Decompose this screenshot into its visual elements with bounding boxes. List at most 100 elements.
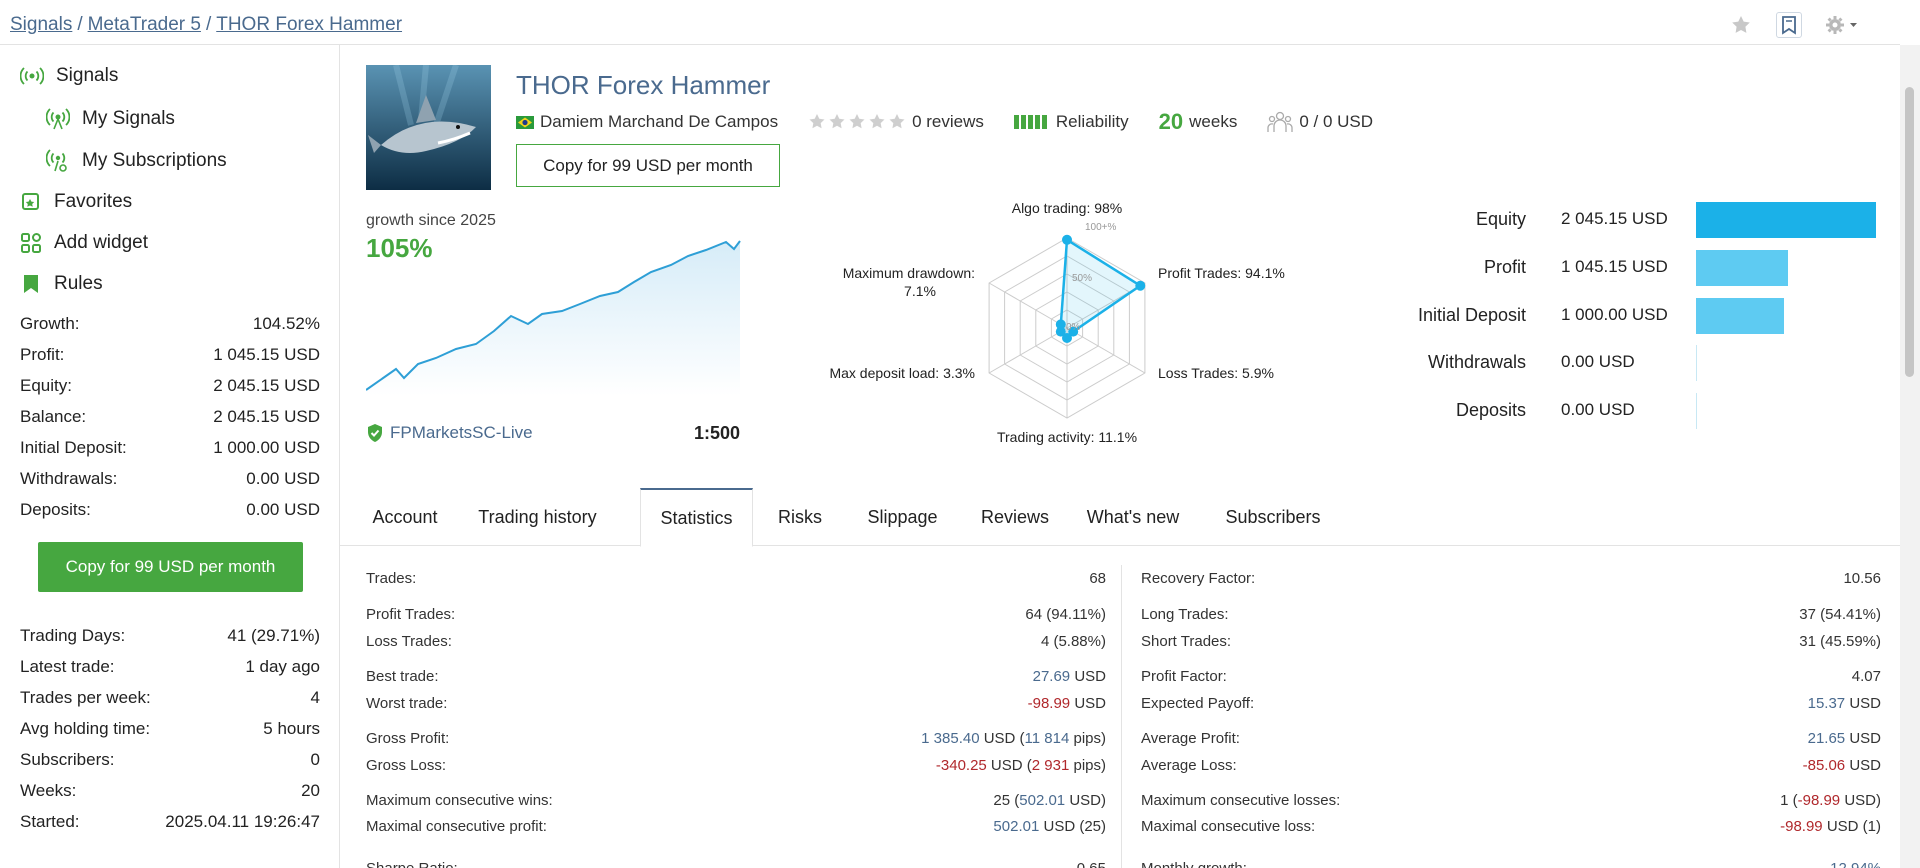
breadcrumb-signal[interactable]: THOR Forex Hammer — [216, 14, 403, 35]
growth-value: 105% — [366, 233, 433, 263]
equity-bar[interactable] — [1696, 393, 1697, 429]
stat-row: Withdrawals: 0.00 USD — [20, 463, 320, 494]
statistics-value-part: 68 — [1089, 570, 1106, 587]
tab-reviews[interactable]: Reviews — [980, 506, 1050, 527]
scale-50: 50% — [1072, 273, 1092, 284]
equity-bar-row: Deposits 0.00 USD — [1380, 391, 1880, 429]
statistics-value-part: 10.56 — [1843, 570, 1881, 587]
tab-subscribers[interactable]: Subscribers — [1225, 506, 1321, 527]
sidebar-item-signals[interactable]: Signals — [20, 65, 118, 87]
subscribers-summary: 0 / 0 USD — [1267, 110, 1373, 134]
sidebar-item-my-signals[interactable]: My Signals — [46, 107, 175, 131]
author[interactable]: Damiem Marchand De Campos — [516, 112, 778, 132]
stat-label: Started: — [20, 811, 80, 831]
stat-value: 2025.04.11 19:26:47 — [165, 811, 320, 831]
copy-header-button[interactable]: Copy for 99 USD per month — [516, 144, 780, 187]
statistics-value-part: 27.69 — [1032, 668, 1071, 685]
tab-risks[interactable]: Risks — [778, 506, 822, 527]
tab-trading-history[interactable]: Trading history — [478, 506, 597, 527]
statistics-row: Worst trade: -98.99 USD — [366, 695, 1106, 712]
equity-bar[interactable] — [1696, 298, 1784, 334]
radar-label-loss: Loss Trades: 5.9% — [1158, 365, 1274, 381]
top-icons — [1728, 12, 1860, 38]
statistics-label: Trades: — [366, 570, 417, 587]
breadcrumb-signals[interactable]: Signals — [10, 14, 73, 35]
statistics-value: 21.65 USD — [1808, 730, 1881, 747]
bookmark-icon[interactable] — [1776, 12, 1802, 38]
radar-axis — [988, 282, 1068, 329]
signal-title[interactable]: THOR Forex Hammer — [516, 70, 771, 100]
statistics-value: 4 (5.88%) — [1041, 633, 1106, 650]
vertical-scrollbar[interactable] — [1900, 45, 1920, 868]
statistics-value: 27.69 USD — [1033, 668, 1106, 685]
stat-label: Latest trade: — [20, 656, 115, 676]
stat-label: Weeks: — [20, 780, 77, 800]
signal-icon — [46, 108, 70, 130]
radar-point-loss — [1068, 326, 1079, 337]
statistics-label: Average Loss: — [1141, 757, 1237, 774]
broker-name: FPMarketsSC-Live — [390, 423, 533, 442]
stat-value: 0.00 USD — [246, 468, 320, 488]
statistics-label: Profit Trades: — [366, 606, 456, 623]
equity-bar[interactable] — [1696, 202, 1876, 238]
statistics-value-part: 1 385.40 — [921, 730, 980, 747]
statistics-value-part: 4 (5.88%) — [1040, 633, 1106, 650]
statistics-value: 68 — [1089, 570, 1106, 587]
radar-point-profit — [1135, 280, 1146, 291]
statistics-value-part: USD — [1845, 695, 1881, 712]
statistics-value: -340.25 USD (2 931 pips) — [936, 757, 1106, 774]
statistics-value-part: USD ( — [979, 730, 1025, 747]
statistics-value-part: 12.94% — [1830, 860, 1881, 868]
equity-bar[interactable] — [1696, 345, 1697, 381]
tab-whats-new[interactable]: What's new — [1086, 506, 1180, 527]
statistics-value-part: 0.65 — [1077, 860, 1106, 868]
statistics-value-part: 15.37 — [1807, 695, 1846, 712]
weeks-number: 20 — [1158, 109, 1184, 134]
stat-label: Subscribers: — [20, 749, 115, 769]
copy-signal-button[interactable]: Copy for 99 USD per month — [38, 542, 303, 592]
statistics-value-part: 4.07 — [1851, 668, 1881, 685]
broker[interactable]: FPMarketsSC-Live — [366, 423, 533, 443]
rating[interactable]: 0 reviews — [808, 112, 984, 132]
star-icon[interactable] — [1728, 12, 1754, 38]
tab-account[interactable]: Account — [372, 506, 438, 527]
stat-value: 1 000.00 USD — [213, 437, 320, 457]
gear-icon[interactable] — [1824, 12, 1860, 38]
sidebar-item-favorites[interactable]: Favorites — [20, 191, 132, 213]
statistics-value: -98.99 USD — [1028, 695, 1106, 712]
stat-value: 41 (29.71%) — [227, 625, 320, 645]
equity-bar-label: Profit — [1483, 257, 1526, 277]
sidebar-stats-extra: Trading Days: 41 (29.71%) Latest trade: 1 … — [20, 620, 320, 837]
equity-bar[interactable] — [1696, 250, 1788, 286]
sidebar: Signals My Signals My Subscriptions Favo… — [0, 45, 340, 868]
stat-value: 5 hours — [263, 718, 320, 738]
statistics-label: Best trade: — [366, 668, 439, 685]
stat-label: Growth: — [20, 313, 80, 333]
breadcrumb-metatrader[interactable]: MetaTrader 5 — [87, 14, 201, 35]
statistics-value-part: USD) — [1065, 792, 1106, 809]
brazil-flag-icon — [516, 115, 534, 129]
scrollbar-thumb[interactable] — [1905, 87, 1914, 377]
tab-slippage[interactable]: Slippage — [867, 506, 938, 527]
sidebar-item-add-widget[interactable]: Add widget — [20, 232, 148, 254]
radar-label-drawdown: Maximum drawdown: — [843, 265, 975, 281]
statistics-row: Loss Trades: 4 (5.88%) — [366, 633, 1106, 650]
statistics-value-part: USD — [1845, 757, 1881, 774]
radar-label-algo: Algo trading: 98% — [1012, 200, 1123, 216]
statistics-value-part: 11 814 — [1024, 730, 1070, 747]
author-name: Damiem Marchand De Campos — [540, 112, 779, 131]
statistics-label: Sharpe Ratio: — [366, 860, 458, 868]
growth-sparkline[interactable] — [366, 236, 742, 396]
stat-label: Withdrawals: — [20, 468, 118, 488]
sidebar-item-rules[interactable]: Rules — [20, 273, 103, 295]
radar-axis — [988, 327, 1068, 374]
equity-bar-label: Deposits — [1455, 400, 1526, 420]
sidebar-item-my-subscriptions[interactable]: My Subscriptions — [46, 149, 227, 173]
statistics-value-part: 31 (45.59%) — [1799, 633, 1881, 650]
statistics-row: Maximal consecutive profit: 502.01 USD (2… — [366, 818, 1106, 835]
statistics-row: Gross Profit: 1 385.40 USD (11 814 pips) — [366, 730, 1106, 747]
statistics-label: Recovery Factor: — [1141, 570, 1256, 587]
tab-statistics[interactable]: Statistics — [640, 488, 753, 547]
stat-row: Deposits: 0.00 USD — [20, 494, 320, 525]
statistics-row: Maximum consecutive wins: 25 (502.01 USD) — [366, 792, 1106, 809]
